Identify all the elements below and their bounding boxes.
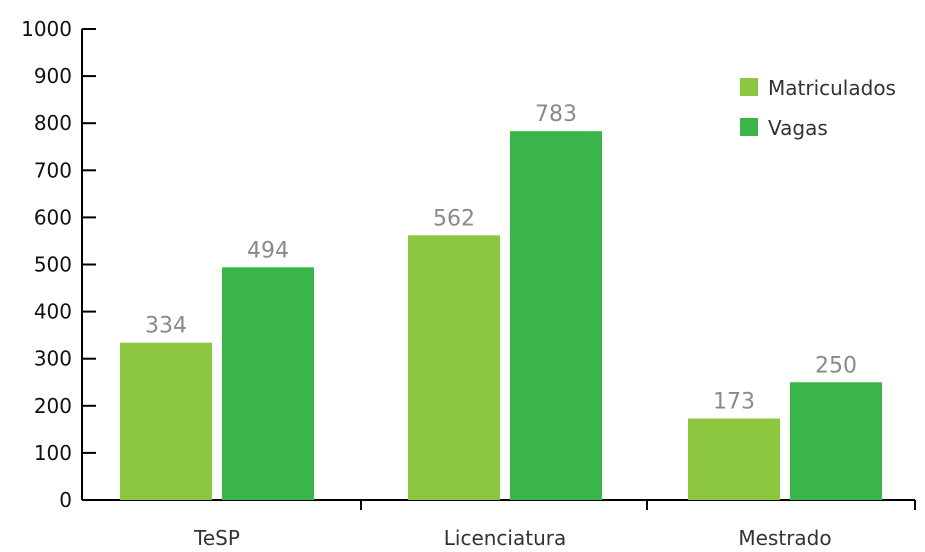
bar-vagas-licenciatura [510,131,602,500]
legend: Matriculados Vagas [740,76,896,140]
y-tick-label-900: 900 [34,64,72,88]
y-tick-label-0: 0 [59,488,72,512]
data-label-vagas-licenciatura: 783 [535,102,577,127]
y-tick-label-300: 300 [34,347,72,371]
y-tick-label-400: 400 [34,300,72,324]
bar-vagas-tesp [222,267,314,500]
bar-matriculados-mestrado [688,418,780,500]
legend-label-vagas: Vagas [768,116,828,140]
data-label-matriculados-mestrado: 173 [713,390,755,415]
legend-swatch-matriculados [740,78,758,96]
x-tick-label-mestrado: Mestrado [738,526,831,550]
data-label-vagas-tesp: 494 [247,238,289,263]
y-axis: 0 100 200 300 400 500 600 700 800 900 1000 [21,17,96,512]
x-tick-label-licenciatura: Licenciatura [444,526,566,550]
bar-matriculados-tesp [120,342,212,500]
y-tick-label-100: 100 [34,441,72,465]
y-tick-label-800: 800 [34,111,72,135]
y-tick-label-600: 600 [34,205,72,229]
legend-swatch-vagas [740,118,758,136]
y-tick-label-200: 200 [34,394,72,418]
data-labels: 334 494 562 783 173 250 [145,102,857,414]
legend-label-matriculados: Matriculados [768,76,896,100]
bars [120,131,882,500]
x-tick-label-tesp: TeSP [193,526,240,550]
bar-matriculados-licenciatura [408,235,500,500]
data-label-matriculados-tesp: 334 [145,314,187,339]
y-tick-label-1000: 1000 [21,17,72,41]
data-label-matriculados-licenciatura: 562 [433,206,475,231]
x-axis: TeSP Licenciatura Mestrado [82,499,916,550]
bar-vagas-mestrado [790,382,882,500]
y-tick-label-700: 700 [34,158,72,182]
y-tick-label-500: 500 [34,253,72,277]
data-label-vagas-mestrado: 250 [815,353,857,378]
